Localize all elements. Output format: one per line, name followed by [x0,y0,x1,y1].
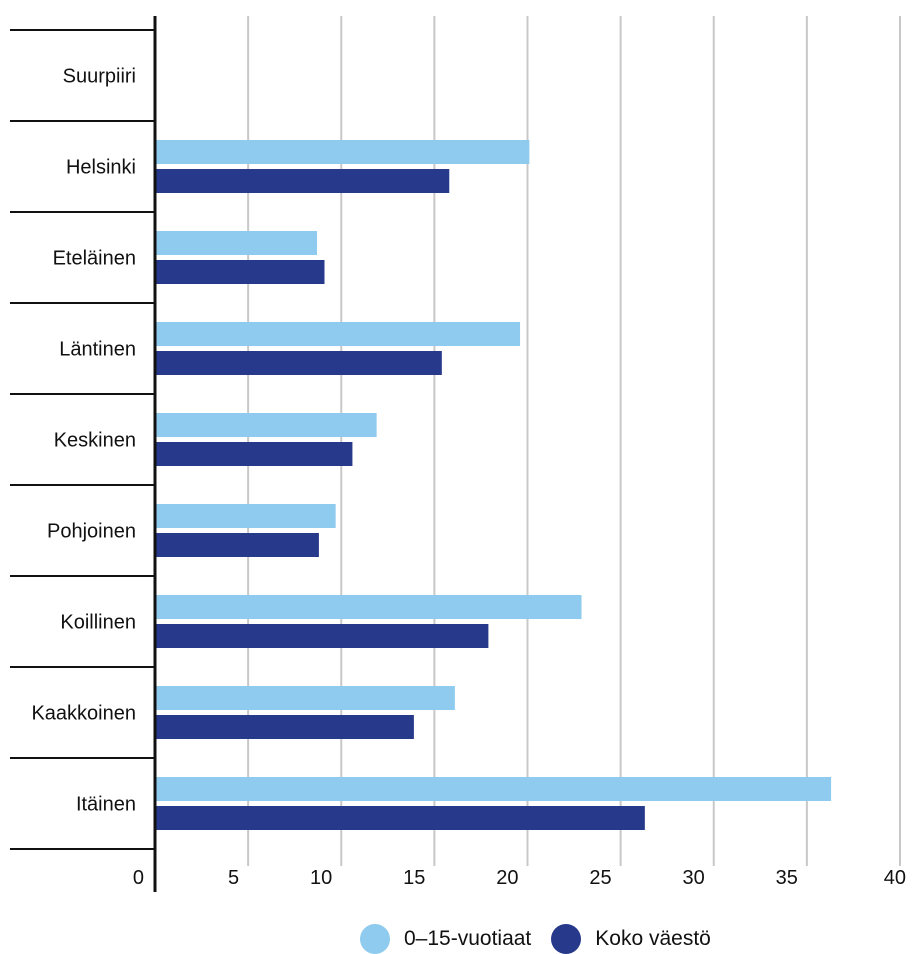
bar-total [155,624,489,648]
category-label: Koillinen [60,612,136,634]
bar-children [155,595,582,619]
bar-total [155,351,442,375]
legend-swatch-children [360,924,390,954]
bar-children [155,413,377,437]
category-label: Itäinen [76,794,136,816]
legend-item-total: Koko väestö [551,924,711,954]
category-separators [10,29,155,850]
bar-total [155,533,319,557]
category-label: Pohjoinen [47,521,136,543]
x-tick-label: 30 [683,867,705,889]
bar-children [155,777,832,801]
bar-children [155,504,336,528]
bars [155,140,832,830]
legend-label-children: 0–15-vuotiaat [404,927,532,950]
x-tick-label: 0 [133,867,144,889]
x-tick-label: 5 [228,867,239,889]
legend: 0–15-vuotiaat Koko väestö [360,924,717,954]
legend-item-children: 0–15-vuotiaat [360,924,531,954]
legend-swatch-total [551,924,582,954]
bar-total [155,806,645,830]
bar-children [155,686,455,710]
category-label: Keskinen [54,430,136,452]
category-labels: Suurpiiri Helsinki Eteläinen Läntinen Keskin… [31,66,136,816]
x-axis-ticks: 0 5 10 15 20 25 30 35 40 [133,867,906,889]
bar-children [155,140,530,164]
category-header-label: Suurpiiri [63,66,136,88]
x-tick-label: 25 [589,867,611,889]
bar-total [155,260,325,284]
bar-children [155,231,318,255]
x-tick-label: 35 [776,867,798,889]
x-tick-label: 20 [496,867,518,889]
category-label: Kaakkoinen [31,703,136,725]
bar-total [155,442,353,466]
bar-total [155,715,414,739]
category-label: Helsinki [66,157,136,179]
category-label: Eteläinen [53,248,136,270]
legend-label-total: Koko väestö [595,927,711,950]
bar-total [155,169,450,193]
x-tick-label: 15 [403,867,425,889]
bar-children [155,322,521,346]
x-tick-label: 10 [310,867,332,889]
category-label: Läntinen [59,339,136,361]
x-tick-label: 40 [884,867,906,889]
